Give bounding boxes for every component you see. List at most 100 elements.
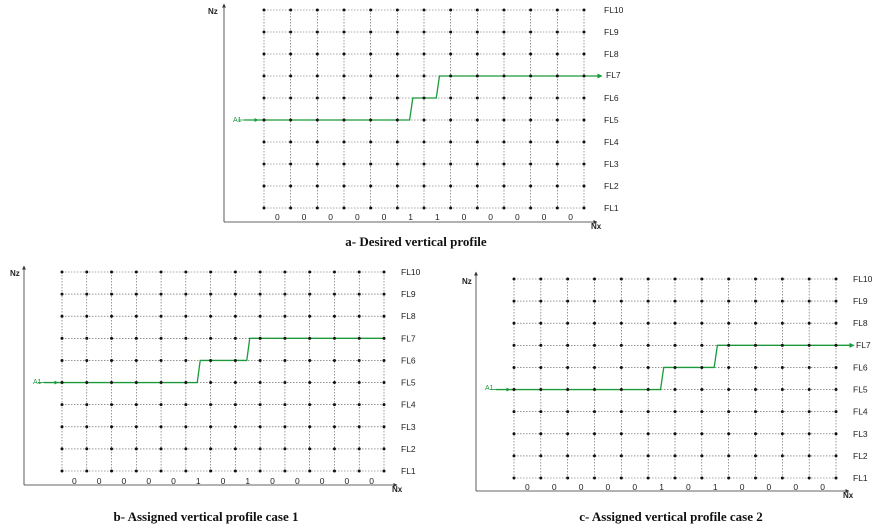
grid-node bbox=[283, 314, 287, 318]
grid-node bbox=[369, 118, 373, 122]
grid-node bbox=[529, 118, 533, 122]
panel-b-grid bbox=[61, 271, 385, 472]
grid-node bbox=[673, 343, 677, 347]
grid-node bbox=[593, 454, 596, 458]
level-label: FL9 bbox=[853, 296, 868, 306]
level-label: FL3 bbox=[853, 429, 868, 439]
level-label: FL1 bbox=[401, 466, 416, 476]
grid-node bbox=[60, 270, 64, 274]
grid-node bbox=[727, 277, 731, 281]
grid-node bbox=[382, 314, 386, 318]
grid-node bbox=[60, 403, 64, 407]
grid-node bbox=[555, 118, 559, 122]
grid-node bbox=[342, 74, 346, 78]
grid-node bbox=[184, 292, 188, 296]
panel-b-y-axis-label: Nz bbox=[10, 269, 20, 278]
grid-node bbox=[209, 270, 213, 274]
bit-label: 0 bbox=[542, 212, 547, 222]
grid-node bbox=[395, 140, 399, 144]
grid-node bbox=[184, 403, 188, 407]
grid-node bbox=[807, 410, 811, 414]
grid-node bbox=[449, 206, 453, 210]
grid-node bbox=[593, 299, 596, 303]
grid-node bbox=[539, 299, 543, 303]
grid-node bbox=[258, 381, 262, 385]
grid-node bbox=[369, 140, 373, 144]
panel-c-nodes bbox=[512, 277, 838, 480]
grid-node bbox=[308, 314, 312, 318]
grid-node bbox=[395, 206, 399, 210]
grid-node bbox=[422, 118, 426, 122]
grid-node bbox=[382, 292, 386, 296]
grid-node bbox=[60, 381, 64, 385]
grid-node bbox=[539, 432, 543, 436]
grid-node bbox=[60, 314, 64, 318]
bit-label: 0 bbox=[740, 482, 745, 492]
grid-node bbox=[449, 74, 453, 78]
grid-node bbox=[395, 96, 399, 100]
grid-node bbox=[332, 336, 336, 340]
grid-node bbox=[700, 432, 704, 436]
grid-node bbox=[566, 321, 570, 325]
grid-node bbox=[727, 454, 731, 458]
grid-node bbox=[134, 270, 138, 274]
grid-node bbox=[159, 270, 163, 274]
grid-node bbox=[566, 388, 570, 392]
grid-node bbox=[369, 184, 373, 188]
bit-label: 1 bbox=[245, 476, 250, 486]
grid-node bbox=[289, 8, 293, 12]
grid-node bbox=[395, 52, 399, 56]
bit-label: 0 bbox=[72, 476, 77, 486]
grid-node bbox=[780, 299, 784, 303]
grid-node bbox=[566, 410, 570, 414]
grid-node bbox=[395, 8, 399, 12]
grid-node bbox=[60, 447, 64, 451]
grid-node bbox=[134, 469, 138, 473]
grid-node bbox=[233, 403, 237, 407]
grid-node bbox=[262, 162, 266, 166]
grid-node bbox=[289, 162, 293, 166]
grid-node bbox=[262, 184, 266, 188]
grid-node bbox=[475, 206, 479, 210]
grid-node bbox=[289, 140, 293, 144]
grid-node bbox=[315, 140, 319, 144]
grid-node bbox=[357, 469, 361, 473]
grid-node bbox=[780, 365, 784, 369]
grid-node bbox=[233, 314, 237, 318]
bit-label: 0 bbox=[270, 476, 275, 486]
grid-node bbox=[258, 469, 262, 473]
grid-node bbox=[807, 321, 811, 325]
grid-node bbox=[700, 410, 704, 414]
grid-node bbox=[700, 299, 704, 303]
grid-node bbox=[673, 388, 677, 392]
grid-node bbox=[700, 343, 704, 347]
grid-node bbox=[619, 321, 623, 325]
bit-label: 0 bbox=[606, 482, 611, 492]
grid-node bbox=[422, 206, 426, 210]
grid-node bbox=[369, 162, 373, 166]
bit-label: 0 bbox=[579, 482, 584, 492]
bit-label: 0 bbox=[632, 482, 637, 492]
grid-node bbox=[369, 8, 373, 12]
grid-node bbox=[315, 162, 319, 166]
grid-node bbox=[60, 292, 64, 296]
grid-node bbox=[342, 96, 346, 100]
grid-node bbox=[357, 447, 361, 451]
grid-node bbox=[512, 432, 516, 436]
level-label: FL1 bbox=[604, 203, 619, 213]
grid-node bbox=[332, 314, 336, 318]
grid-node bbox=[475, 96, 479, 100]
grid-node bbox=[110, 469, 114, 473]
grid-node bbox=[673, 410, 677, 414]
grid-node bbox=[502, 140, 506, 144]
grid-node bbox=[807, 476, 811, 480]
grid-node bbox=[512, 299, 516, 303]
grid-node bbox=[727, 410, 731, 414]
level-label: FL9 bbox=[401, 289, 416, 299]
bit-label: 0 bbox=[686, 482, 691, 492]
grid-node bbox=[342, 52, 346, 56]
grid-node bbox=[233, 425, 237, 429]
grid-node bbox=[283, 425, 287, 429]
grid-node bbox=[582, 52, 586, 56]
bit-label: 0 bbox=[820, 482, 825, 492]
